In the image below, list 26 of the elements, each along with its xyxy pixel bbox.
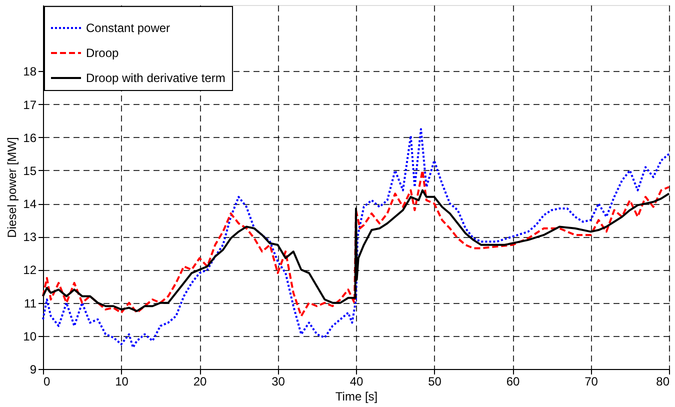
legend-label: Droop <box>86 46 120 60</box>
y-tick-label: 15 <box>23 164 37 178</box>
x-tick-label: 20 <box>193 374 207 388</box>
x-tick-label: 50 <box>428 374 442 388</box>
x-tick-label: 70 <box>584 374 598 388</box>
y-tick-label: 11 <box>24 296 37 310</box>
line-series <box>42 169 670 318</box>
y-tick-label: 16 <box>23 130 37 145</box>
y-axis-title: Diesel power [MW] <box>5 137 20 238</box>
x-tick-label: 10 <box>115 374 129 388</box>
legend-label: Droop with derivative term <box>86 71 226 85</box>
y-tick-label: 14 <box>23 197 37 212</box>
x-tick-label: 0 <box>44 374 50 388</box>
y-tick-label: 13 <box>23 230 37 244</box>
x-tick-label: 30 <box>272 374 286 388</box>
line-series <box>42 128 670 348</box>
x-tick-label: 60 <box>506 374 520 388</box>
x-tick-label: 40 <box>350 374 364 388</box>
y-tick-label: 10 <box>23 329 37 344</box>
y-tick-label: 17 <box>23 98 37 112</box>
legend-label: Constant power <box>86 21 170 35</box>
x-tick-label: 80 <box>656 374 670 388</box>
y-tick-label: 18 <box>23 64 37 79</box>
x-axis-title: Time [s] <box>335 390 378 404</box>
y-tick-label: 12 <box>23 263 37 278</box>
y-tick-label: 9 <box>30 362 37 376</box>
